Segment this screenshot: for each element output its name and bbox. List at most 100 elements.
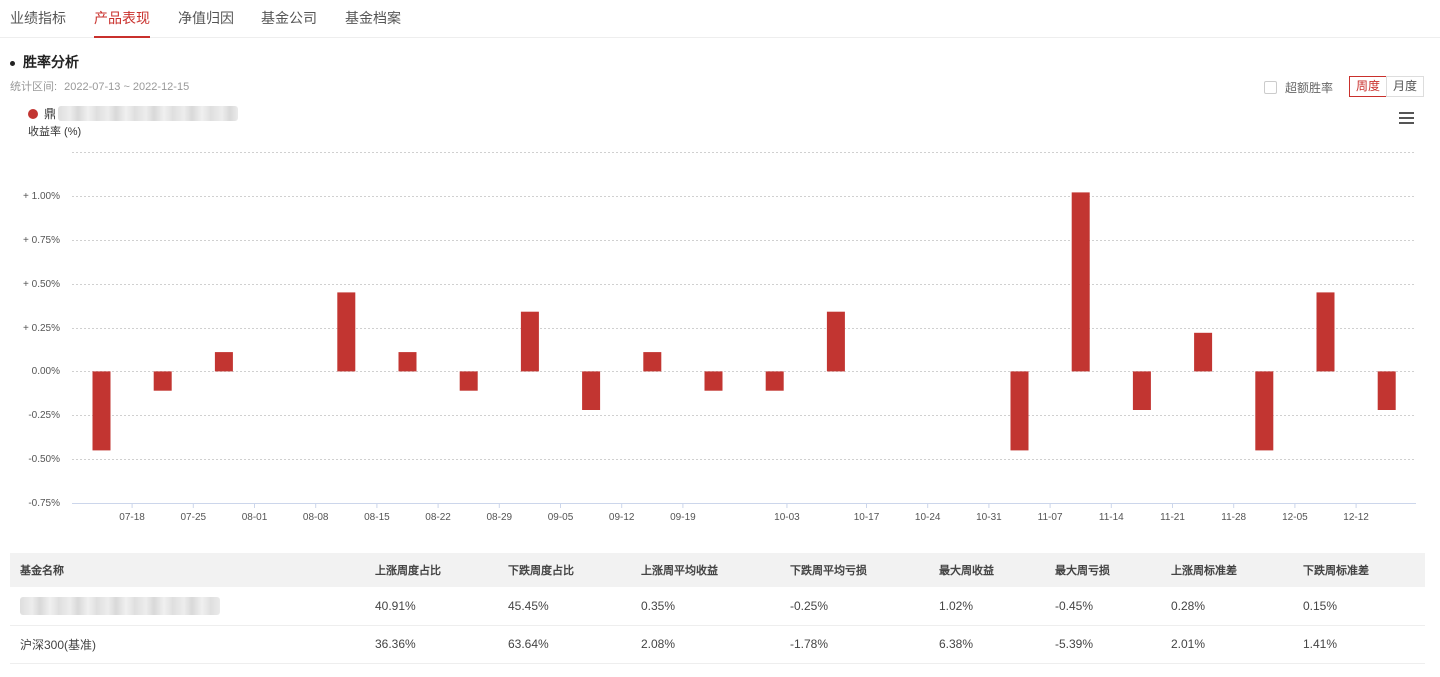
col-down-std: 下跌周标准差	[1293, 553, 1425, 587]
x-tick-label: 11-21	[1160, 512, 1185, 523]
bar-07-22[interactable]	[153, 371, 172, 391]
x-tick-label: 11-07	[1038, 512, 1063, 523]
bar-09-02[interactable]	[520, 311, 539, 372]
up-avg-cell: 2.08%	[631, 625, 780, 664]
up-std-cell: 2.01%	[1161, 625, 1293, 664]
col-down-avg-loss: 下跌周平均亏损	[780, 553, 929, 587]
max-loss-cell: -5.39%	[1045, 625, 1161, 664]
col-max-week-gain: 最大周收益	[929, 553, 1045, 587]
excess-win-rate-toggle[interactable]: 超额胜率	[1264, 79, 1333, 96]
bar-11-04[interactable]	[1071, 192, 1090, 372]
down-std-cell: 1.41%	[1293, 625, 1425, 664]
weekly-button[interactable]: 周度	[1349, 76, 1388, 97]
bar-10-28[interactable]	[1010, 371, 1029, 451]
bar-12-09[interactable]	[1377, 371, 1396, 410]
col-up-avg-return: 上涨周平均收益	[631, 553, 780, 587]
down-avg-cell: -1.78%	[780, 625, 929, 664]
excess-checkbox[interactable]	[1264, 81, 1277, 94]
down-std-cell: 0.15%	[1293, 587, 1425, 626]
col-fund-name: 基金名称	[10, 553, 365, 587]
tab-performance-metrics[interactable]: 业绩指标	[10, 10, 66, 26]
down-ratio-cell: 45.45%	[498, 587, 631, 626]
section-title: 胜率分析	[10, 52, 79, 72]
bar-11-18[interactable]	[1194, 332, 1213, 372]
down-ratio-cell: 63.64%	[498, 625, 631, 664]
x-tick-label: 08-01	[242, 512, 268, 523]
x-tick-label: 10-17	[854, 512, 880, 523]
down-avg-cell: -0.25%	[780, 587, 929, 626]
tab-bar: 业绩指标 产品表现 净值归因 基金公司 基金档案	[0, 0, 1440, 38]
monthly-button[interactable]: 月度	[1386, 76, 1425, 97]
x-tick-label: 12-12	[1343, 512, 1369, 523]
max-gain-cell: 1.02%	[929, 587, 1045, 626]
x-tick-label: 07-25	[181, 512, 207, 523]
fund-name-redacted	[20, 596, 220, 615]
table-header-row: 基金名称 上涨周度占比 下跌周度占比 上涨周平均收益 下跌周平均亏损 最大周收益…	[10, 553, 1425, 587]
tab-fund-company[interactable]: 基金公司	[261, 10, 317, 26]
y-tick-label: 0.00%	[32, 366, 60, 377]
x-tick-label: 09-19	[670, 512, 696, 523]
y-tick-label: + 0.75%	[23, 235, 60, 246]
bar-09-16[interactable]	[643, 352, 662, 372]
bar-12-02[interactable]	[1316, 292, 1335, 372]
x-tick-label: 09-12	[609, 512, 635, 523]
col-up-std: 上涨周标准差	[1161, 553, 1293, 587]
legend-color-dot	[28, 108, 38, 119]
fund-name-cell: 沪深300(基准)	[10, 625, 365, 664]
col-up-week-ratio: 上涨周度占比	[365, 553, 498, 587]
y-tick-label: -0.75%	[28, 498, 60, 509]
up-ratio-cell: 40.91%	[365, 587, 498, 626]
chart-menu-icon[interactable]	[1399, 112, 1414, 126]
tab-product-performance[interactable]: 产品表现	[94, 8, 150, 38]
legend-name-redacted	[58, 106, 239, 121]
x-tick-label: 08-15	[364, 512, 390, 523]
bar-11-25[interactable]	[1255, 371, 1274, 451]
x-tick-label: 10-31	[976, 512, 1002, 523]
x-tick-label: 08-22	[425, 512, 451, 523]
table-row: 40.91% 45.45% 0.35% -0.25% 1.02% -0.45% …	[10, 587, 1425, 626]
bar-08-19[interactable]	[398, 352, 417, 372]
col-down-week-ratio: 下跌周度占比	[498, 553, 631, 587]
x-tick-label: 11-14	[1099, 512, 1124, 523]
max-loss-cell: -0.45%	[1045, 587, 1161, 626]
tab-fund-archive[interactable]: 基金档案	[345, 10, 401, 26]
x-tick-label: 10-03	[774, 512, 800, 523]
x-tick-label: 12-05	[1282, 512, 1308, 523]
bar-08-26[interactable]	[459, 371, 478, 391]
fund-name-cell	[10, 587, 365, 626]
x-tick-label: 08-29	[487, 512, 513, 523]
bar-09-30[interactable]	[765, 371, 784, 391]
x-tick-label: 09-05	[548, 512, 574, 523]
x-tick-label: 11-28	[1221, 512, 1246, 523]
bar-09-09[interactable]	[582, 371, 601, 410]
bar-09-23[interactable]	[704, 371, 723, 391]
up-avg-cell: 0.35%	[631, 587, 780, 626]
period-value: 2022-07-13 ~ 2022-12-15	[64, 81, 190, 93]
up-ratio-cell: 36.36%	[365, 625, 498, 664]
win-rate-table: 基金名称 上涨周度占比 下跌周度占比 上涨周平均收益 下跌周平均亏损 最大周收益…	[10, 553, 1425, 664]
up-std-cell: 0.28%	[1161, 587, 1293, 626]
y-tick-label: -0.50%	[28, 454, 60, 465]
bar-10-07[interactable]	[826, 311, 845, 372]
x-tick-label: 10-24	[915, 512, 941, 523]
y-axis-title: 收益率 (%)	[28, 124, 81, 138]
period-label: 统计区间:	[10, 81, 58, 93]
bar-08-12[interactable]	[337, 292, 356, 372]
col-max-week-loss: 最大周亏损	[1045, 553, 1161, 587]
win-rate-chart: 收益率 (%) + 1.00% + 0.75% + 0.50% + 0.25% 0.00…	[23, 124, 1416, 523]
period-switch: 周度 月度	[1349, 76, 1425, 97]
period-range: 统计区间: 2022-07-13 ~ 2022-12-15	[10, 78, 189, 94]
bullet-icon	[10, 60, 15, 66]
excess-label: 超额胜率	[1285, 81, 1334, 95]
section-title-text: 胜率分析	[23, 54, 79, 70]
bar-07-15[interactable]	[92, 371, 111, 451]
bar-07-29[interactable]	[214, 352, 233, 372]
max-gain-cell: 6.38%	[929, 625, 1045, 664]
tab-nav-attribution[interactable]: 净值归因	[178, 10, 234, 26]
y-tick-label: + 0.50%	[23, 279, 60, 290]
y-tick-label: -0.25%	[28, 410, 60, 421]
chart-legend[interactable]: 鼎	[28, 105, 239, 122]
bar-11-11[interactable]	[1132, 371, 1151, 410]
y-tick-label: + 1.00%	[23, 191, 60, 202]
table-row: 沪深300(基准) 36.36% 63.64% 2.08% -1.78% 6.3…	[10, 625, 1425, 664]
